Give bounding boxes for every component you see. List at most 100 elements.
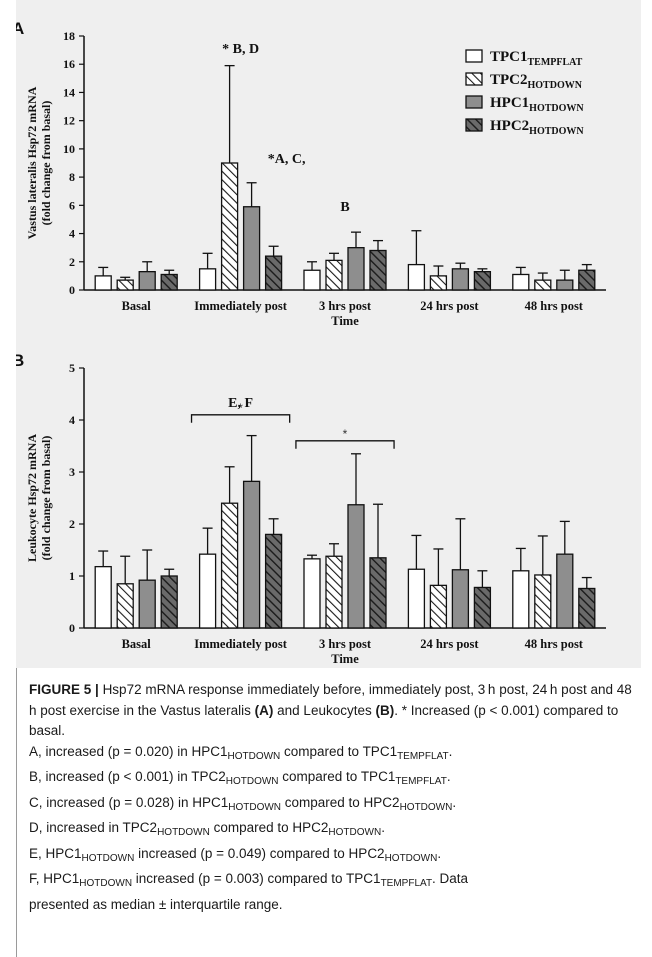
x-tick-label: 3 hrs post — [319, 637, 372, 651]
annotation: * B, D — [222, 42, 259, 57]
bar — [407, 263, 426, 291]
bar — [220, 162, 239, 291]
panel-label: B — [16, 351, 24, 370]
x-tick-label: Basal — [122, 299, 152, 313]
y-tick-label: 8 — [69, 170, 75, 184]
bar — [512, 273, 530, 291]
chart-b: B 0 1 2 3 4 5 Leukocyte Hsp72 mRNA(fold change … — [16, 351, 606, 666]
x-tick-label: Immediately post — [194, 299, 288, 313]
caption-item-text: . — [446, 769, 451, 784]
y-tick-label: 4 — [69, 413, 75, 427]
bar — [198, 268, 217, 291]
bar — [369, 557, 387, 629]
caption-item-subscript: TEMPFLAT — [380, 878, 433, 889]
x-axis-label: Time — [331, 314, 359, 328]
y-tick-label: 3 — [69, 465, 75, 479]
y-tick-label: 12 — [63, 114, 75, 128]
caption-item-subscript: HOTDOWN — [81, 852, 135, 864]
bar — [116, 583, 134, 629]
caption-intro-text: Hsp72 mRNA response immediately before, … — [29, 682, 635, 718]
bar — [242, 206, 261, 291]
significance-star: * — [343, 427, 348, 441]
x-tick-label: 3 hrs post — [319, 299, 372, 313]
legend-label-name: HPC1 — [490, 95, 529, 111]
bar — [94, 565, 112, 629]
legend-label: TPC1TEMPFLAT — [490, 49, 583, 68]
x-tick-label: 48 hrs post — [525, 637, 584, 651]
y-tick-label: 2 — [69, 517, 75, 531]
caption-last-line: presented as median ± interquartile rang… — [29, 896, 283, 912]
x-tick-label: Immediately post — [194, 637, 288, 651]
caption-item-text: compared to TPC1 — [278, 769, 396, 784]
y-axis-label-line: Vastus lateralis Hsp72 mRNA — [25, 86, 39, 239]
caption-item-text: C, increased (p = 0.028) in HPC1 — [29, 794, 229, 810]
caption-item-text: A, increased (p = 0.020) in HPC1 — [29, 743, 228, 759]
y-tick-label: 14 — [63, 85, 75, 99]
y-axis-label-line: Leukocyte Hsp72 mRNA — [25, 434, 39, 562]
caption-item-subscript: HOTDOWN — [227, 750, 281, 762]
legend-label-subscript: HOTDOWN — [529, 126, 584, 137]
bar — [369, 249, 387, 291]
caption-item-text: . — [448, 743, 453, 759]
caption-item-text: increased (p = 0.003) compared to TPC1 — [132, 871, 381, 886]
annotation: E, F — [228, 396, 253, 411]
caption-item-text: compared to HPC2 — [209, 820, 329, 835]
legend: TPC1TEMPFLATTPC2HOTDOWNHPC1HOTDOWNHPC2HO… — [465, 49, 584, 137]
bar — [451, 268, 470, 291]
bar — [160, 273, 178, 291]
caption-item-subscript: HOTDOWN — [399, 801, 453, 813]
annotation: *A, C, — [268, 152, 306, 167]
significance-bracket — [190, 414, 291, 423]
legend-label-subscript: TEMPFLAT — [528, 57, 583, 68]
bar — [578, 587, 596, 629]
significance-bracket — [295, 440, 395, 449]
legend-swatch — [465, 95, 483, 109]
annotation: B — [340, 200, 349, 215]
legend-label: HPC1HOTDOWN — [490, 95, 584, 114]
bar — [138, 271, 156, 291]
bar — [198, 553, 217, 629]
legend-label-subscript: HOTDOWN — [528, 80, 583, 91]
legend-label-name: TPC2 — [490, 72, 528, 88]
caption-item-text: B, increased (p < 0.001) in TPC2 — [29, 769, 226, 784]
y-tick-label: 1 — [69, 569, 75, 583]
y-tick-label: 6 — [69, 198, 75, 212]
y-tick-label: 0 — [69, 283, 75, 297]
chart-a: A 0 2 4 6 8 10 12 14 16 18 Vastus lateralis Hsp72 m… — [16, 19, 606, 328]
legend-label: HPC2HOTDOWN — [490, 118, 584, 137]
bar — [116, 279, 134, 291]
caption-item: C, increased (p = 0.028) in HPC1HOTDOWN … — [29, 793, 636, 819]
caption-item: E, HPC1HOTDOWN increased (p = 0.049) com… — [29, 844, 636, 870]
caption-item-text: increased (p = 0.049) compared to HPC2 — [134, 845, 385, 861]
bar — [347, 504, 365, 629]
caption-item: B, increased (p < 0.001) in TPC2HOTDOWN … — [29, 767, 636, 793]
caption-item-text: . — [452, 794, 457, 810]
y-tick-label: 2 — [69, 255, 75, 269]
caption-item-subscript: TEMPFLAT — [395, 776, 447, 787]
caption-intro-tail: . * Increased (p < 0.001) compared to ba… — [29, 702, 619, 739]
bar — [303, 269, 321, 291]
y-tick-label: 10 — [63, 142, 75, 156]
y-tick-label: 16 — [63, 57, 75, 71]
bar — [534, 574, 552, 629]
caption-item-subscript: TEMPFLAT — [397, 750, 449, 762]
caption-item-subscript: HOTDOWN — [228, 801, 282, 813]
caption-item-subscript: HOTDOWN — [157, 827, 210, 838]
caption-item-text: compared to HPC2 — [281, 794, 400, 810]
bar — [534, 279, 552, 291]
bar — [473, 586, 492, 629]
caption-item-text: . — [437, 845, 442, 861]
significance-star: * — [238, 401, 243, 415]
bar — [407, 568, 426, 629]
caption-item-subscript: HOTDOWN — [384, 852, 438, 864]
figure-caption: FIGURE 5 | Hsp72 mRNA response immediate… — [16, 668, 636, 957]
bar — [325, 259, 343, 291]
caption-item-subscript: HOTDOWN — [79, 878, 133, 889]
caption-ref-a: (A) — [254, 702, 274, 718]
caption-ref-b: (B) — [375, 702, 395, 718]
legend-label-name: HPC2 — [490, 118, 529, 134]
bar — [556, 553, 574, 629]
caption-item-text: . Data — [432, 871, 469, 886]
caption-item: A, increased (p = 0.020) in HPC1HOTDOWN … — [29, 742, 636, 768]
bar — [429, 584, 448, 629]
